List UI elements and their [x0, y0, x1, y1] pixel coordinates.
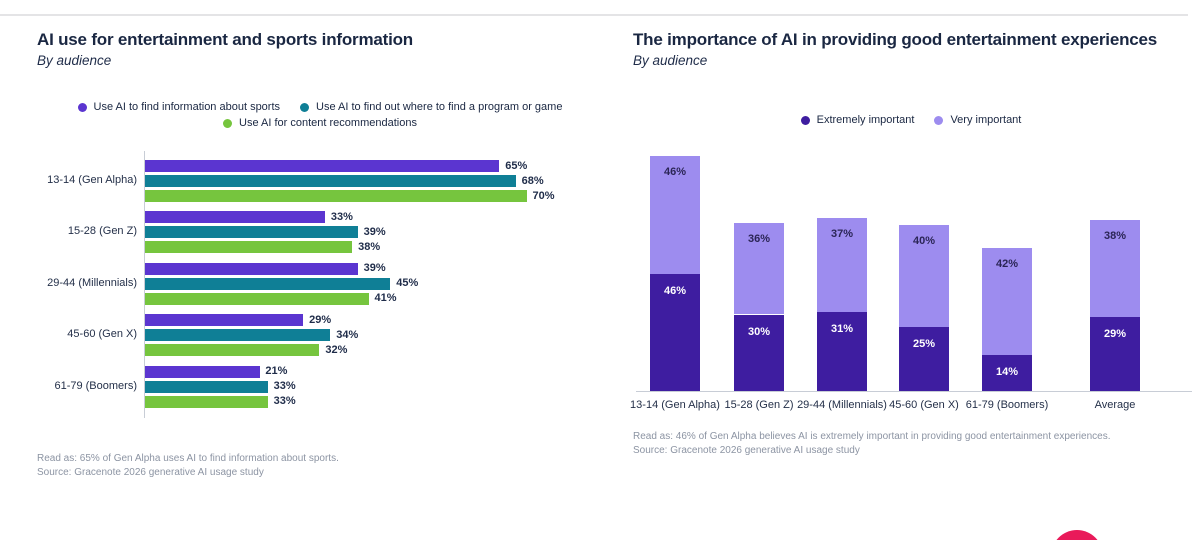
category-label: 61-79 (Boomers) — [965, 399, 1049, 411]
legend-item: Use AI for content recommendations — [223, 117, 417, 129]
left-chart-y-axis-line — [144, 151, 145, 418]
stack-segment-very-important — [817, 217, 867, 312]
left-chart-subtitle: By audience — [37, 53, 112, 68]
bar — [145, 292, 369, 305]
bar — [145, 380, 268, 393]
category-label: Average — [1094, 399, 1136, 411]
value-label: 29% — [309, 313, 332, 326]
value-label: 37% — [830, 227, 854, 240]
stack-segment-extremely-important — [982, 355, 1032, 391]
stack-segment-very-important — [650, 156, 700, 274]
value-label: 40% — [912, 235, 936, 248]
right-chart-title: The importance of AI in providing good e… — [633, 30, 1158, 49]
legend-item: Extremely important — [800, 114, 915, 126]
right-chart-legend: Extremely important Very important — [633, 114, 1189, 126]
legend-item: Use AI to find out where to find a progr… — [300, 101, 562, 113]
legend-label: Very important — [950, 114, 1022, 126]
bar — [145, 160, 500, 172]
value-label: 68% — [521, 174, 544, 187]
stack-segment-extremely-important — [650, 273, 700, 391]
legend-dot-icon — [223, 118, 233, 128]
bar — [145, 344, 320, 357]
legend-dot-icon — [300, 102, 310, 112]
value-label: 25% — [912, 338, 936, 351]
bar — [145, 226, 358, 239]
bar — [145, 211, 325, 224]
right-chart-x-axis-line — [636, 391, 1192, 392]
legend-label: Extremely important — [816, 114, 915, 126]
category-label: 15-28 (Gen Z) — [724, 399, 794, 411]
legend-row: Use AI for content recommendations — [223, 117, 417, 129]
right-chart-source: Source: Gracenote 2026 generative AI usa… — [633, 445, 860, 456]
stack-segment-very-important — [734, 222, 784, 315]
left-chart-source: Source: Gracenote 2026 generative AI usa… — [37, 467, 264, 478]
left-chart-legend: Use AI to find information about sports U… — [37, 101, 603, 129]
value-label: 34% — [336, 328, 359, 341]
stack-segment-extremely-important — [899, 327, 949, 391]
category-label: 45-60 (Gen X) — [67, 328, 137, 341]
category-label: 29-44 (Millennials) — [47, 276, 137, 289]
top-divider — [0, 14, 1188, 16]
value-label: 33% — [330, 210, 353, 223]
left-chart-read-as: Read as: 65% of Gen Alpha uses AI to fin… — [37, 453, 339, 464]
legend-label: Use AI to find information about sports — [93, 101, 281, 113]
bar — [145, 395, 268, 408]
category-label: 29-44 (Millennials) — [797, 399, 887, 411]
category-label: 45-60 (Gen X) — [889, 399, 959, 411]
value-label: 70% — [532, 189, 555, 202]
value-label: 33% — [273, 395, 296, 408]
value-label: 41% — [374, 292, 397, 305]
stack-segment-extremely-important — [1090, 317, 1140, 391]
right-chart-subtitle: By audience — [633, 53, 708, 68]
legend-label: Use AI to find out where to find a progr… — [316, 101, 563, 113]
stack-segment-extremely-important — [734, 314, 784, 391]
stack-segment-very-important — [1090, 220, 1140, 318]
legend-dot-icon — [800, 115, 810, 125]
value-label: 21% — [265, 365, 288, 378]
bar — [145, 175, 516, 187]
value-label: 36% — [747, 232, 771, 245]
bar — [145, 262, 358, 275]
legend-item: Very important — [934, 114, 1021, 126]
value-label: 32% — [325, 343, 348, 356]
value-label: 46% — [663, 284, 687, 297]
stack-segment-very-important — [982, 248, 1032, 356]
right-chart-read-as: Read as: 46% of Gen Alpha believes AI is… — [633, 431, 1111, 442]
bar — [145, 241, 353, 254]
value-label: 30% — [747, 325, 771, 338]
value-label: 46% — [663, 166, 687, 179]
category-label: 15-28 (Gen Z) — [67, 225, 137, 238]
bar — [145, 365, 260, 378]
value-label: 33% — [273, 380, 296, 393]
legend-label: Use AI for content recommendations — [239, 117, 417, 129]
stack-segment-very-important — [899, 225, 949, 328]
legend-item: Use AI to find information about sports — [77, 101, 281, 113]
legend-row: Use AI to find information about sports U… — [77, 101, 562, 113]
value-label: 38% — [1103, 230, 1127, 243]
value-label: 14% — [995, 366, 1019, 379]
partial-brand-logo-circle — [1051, 530, 1103, 540]
value-label: 39% — [363, 262, 386, 275]
category-label: 61-79 (Boomers) — [54, 379, 137, 392]
category-label: 13-14 (Gen Alpha) — [47, 174, 137, 186]
bar — [145, 314, 304, 327]
value-label: 65% — [505, 159, 528, 172]
legend-dot-icon — [934, 115, 944, 125]
left-chart-title: AI use for entertainment and sports info… — [37, 30, 413, 49]
stack-segment-extremely-important — [817, 311, 867, 391]
value-label: 29% — [1103, 328, 1127, 341]
legend-dot-icon — [77, 102, 87, 112]
value-label: 42% — [995, 258, 1019, 271]
value-label: 38% — [358, 240, 381, 253]
value-label: 45% — [396, 277, 419, 290]
bar — [145, 190, 527, 202]
category-label: 13-14 (Gen Alpha) — [630, 399, 720, 411]
value-label: 31% — [830, 322, 854, 335]
bar — [145, 329, 331, 342]
bar — [145, 277, 391, 290]
value-label: 39% — [363, 225, 386, 238]
legend-row: Extremely important Very important — [800, 114, 1021, 126]
